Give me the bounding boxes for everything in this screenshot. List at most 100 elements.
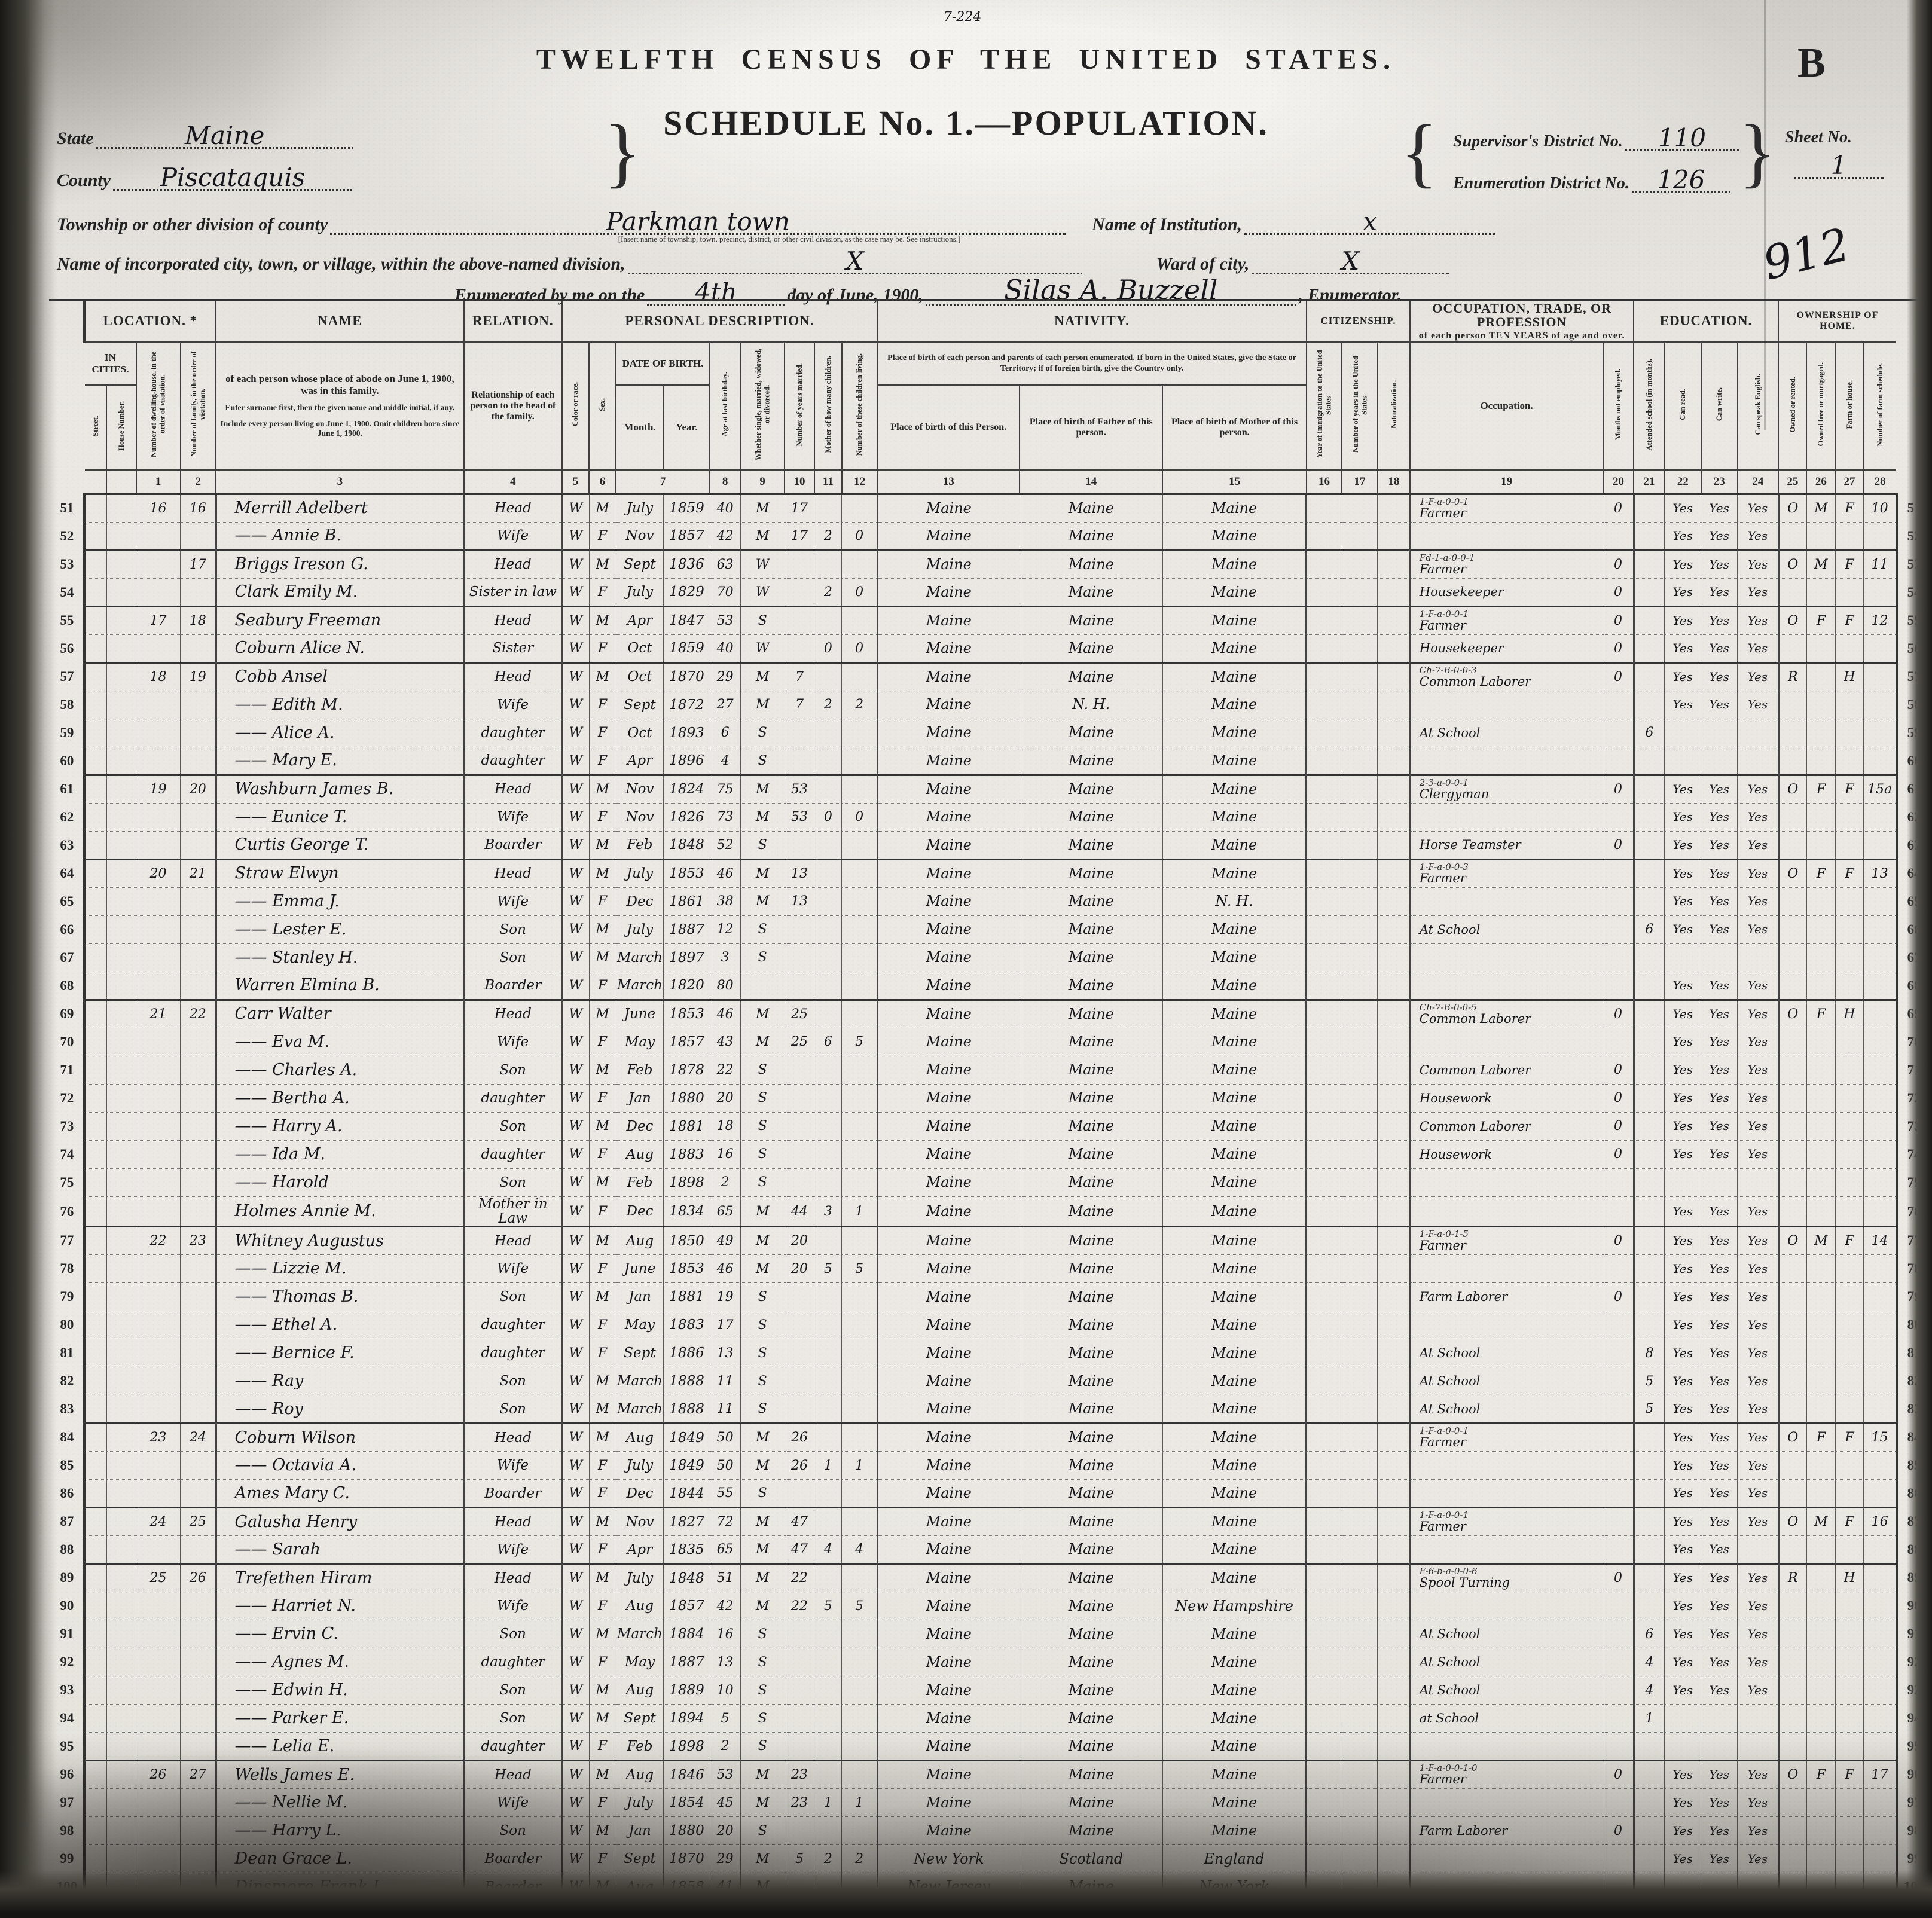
table-row: 82 —— Ray Son W M March 1888 11 S Maine Maine Maine… bbox=[50, 1367, 1931, 1395]
cell-age: 55 bbox=[709, 1479, 741, 1508]
cell-s: M bbox=[588, 494, 616, 523]
row-number-left: 92 bbox=[60, 1654, 74, 1670]
cell-m: S bbox=[740, 1816, 785, 1845]
cell-en bbox=[1737, 943, 1779, 972]
cell-sch bbox=[1632, 972, 1665, 1000]
cell-bp: Maine bbox=[876, 606, 1020, 635]
cell-mort bbox=[1806, 1367, 1836, 1395]
cell-rel: Head bbox=[463, 775, 563, 804]
cell-street bbox=[83, 1339, 107, 1367]
cell-bp: Maine bbox=[876, 831, 1020, 860]
cell-ym: 23 bbox=[784, 1788, 815, 1817]
cell-s: F bbox=[588, 1254, 616, 1283]
cell-yus bbox=[1341, 1873, 1378, 1901]
cell-fh: H bbox=[1835, 1563, 1864, 1592]
cell-fh bbox=[1835, 1873, 1864, 1901]
cell-c: W bbox=[561, 887, 590, 916]
row-number-left: 70 bbox=[60, 1034, 74, 1049]
cell-own bbox=[1777, 1844, 1807, 1873]
cell-yr: 1878 bbox=[663, 1056, 710, 1085]
cell-yi bbox=[1305, 1423, 1342, 1452]
cell-dw bbox=[136, 887, 181, 916]
cell-m: S bbox=[740, 915, 785, 944]
cell-bp: Maine bbox=[876, 1648, 1020, 1676]
row-number-left: 95 bbox=[60, 1739, 74, 1754]
cell-mort: M bbox=[1806, 494, 1836, 523]
cell-occ: Housekeeper bbox=[1409, 578, 1604, 607]
cell-fh bbox=[1835, 1535, 1864, 1564]
cell-s: F bbox=[588, 522, 616, 551]
cell-en: Yes bbox=[1737, 1451, 1779, 1480]
cell-dw bbox=[136, 1844, 181, 1873]
cell-mc bbox=[814, 1423, 843, 1452]
cell-fs bbox=[1863, 1873, 1899, 1901]
cell-fam bbox=[180, 1254, 216, 1283]
cell-nat bbox=[1377, 1704, 1411, 1733]
cell-sch bbox=[1632, 1196, 1665, 1227]
cell-fh: F bbox=[1835, 494, 1864, 523]
cell-mort bbox=[1806, 1140, 1836, 1169]
row-number-right: 57 bbox=[1907, 668, 1921, 684]
cell-occ: 1-F-a-0-0-1 Farmer bbox=[1409, 1423, 1604, 1452]
cell-mc: 2 bbox=[814, 522, 843, 551]
cell-cl bbox=[841, 943, 878, 972]
cell-mne: 0 bbox=[1603, 1226, 1634, 1255]
cell-yr: 1870 bbox=[663, 662, 710, 691]
cell-dw bbox=[136, 1676, 181, 1705]
cell-m: M bbox=[740, 1760, 785, 1789]
cell-occ: Farm Laborer bbox=[1409, 1282, 1604, 1311]
cell-s: M bbox=[588, 1816, 616, 1845]
cell-occ bbox=[1409, 803, 1604, 832]
cell-m: W bbox=[740, 634, 785, 663]
cell-sch bbox=[1632, 1311, 1665, 1339]
row-number-right: 68 bbox=[1907, 978, 1921, 993]
cell-own: O bbox=[1777, 859, 1807, 888]
form-number: 7-224 bbox=[944, 10, 982, 25]
cell-occ bbox=[1409, 887, 1604, 916]
cell-house bbox=[106, 1140, 137, 1169]
table-row: 64 20 21 Straw Elwyn Head W M July 1853 46 M 13 Main… bbox=[50, 859, 1931, 888]
cell-mc: 5 bbox=[814, 1592, 843, 1620]
cell-mo: March bbox=[615, 1620, 664, 1648]
cell-own bbox=[1777, 1648, 1807, 1676]
cell-bp: Maine bbox=[876, 803, 1020, 832]
cell-bp: Maine bbox=[876, 1451, 1020, 1480]
cell-rd: Yes bbox=[1664, 775, 1702, 804]
cell-dw bbox=[136, 1056, 181, 1085]
section-ownership: OWNERSHIP OF HOME. bbox=[1778, 299, 1898, 343]
cell-nat bbox=[1377, 859, 1411, 888]
cell-en: Yes bbox=[1737, 1844, 1779, 1873]
cell-m: S bbox=[740, 1056, 785, 1085]
cell-mort bbox=[1806, 1620, 1836, 1648]
cell-fs bbox=[1863, 1311, 1899, 1339]
row-number-left: 78 bbox=[60, 1261, 74, 1276]
header-family-number: Number of family, in the order of visita… bbox=[179, 341, 216, 471]
cell-fh bbox=[1835, 578, 1864, 607]
cell-c: W bbox=[561, 1339, 590, 1367]
cell-nat bbox=[1377, 1168, 1411, 1197]
cell-fs bbox=[1863, 1479, 1899, 1508]
cell-yi bbox=[1305, 803, 1342, 832]
cell-rd: Yes bbox=[1664, 1423, 1702, 1452]
cell-name: —— Bernice F. bbox=[215, 1339, 465, 1367]
cell-yus bbox=[1341, 1451, 1378, 1480]
cell-fh bbox=[1835, 1028, 1864, 1056]
cell-sch bbox=[1632, 1592, 1665, 1620]
cell-s: M bbox=[588, 1395, 616, 1424]
cell-s: M bbox=[588, 1056, 616, 1085]
row-number-right: 98 bbox=[1907, 1823, 1921, 1838]
cell-mc: 5 bbox=[814, 1254, 843, 1283]
cell-mne bbox=[1603, 1311, 1634, 1339]
cell-yus bbox=[1341, 775, 1378, 804]
census-table: LOCATION. * NAME RELATION. PERSONAL DESC… bbox=[49, 298, 1932, 1902]
cell-rel: daughter bbox=[463, 719, 563, 747]
row-number-left: 74 bbox=[60, 1146, 74, 1162]
cell-rd: Yes bbox=[1664, 1620, 1702, 1648]
cell-own: O bbox=[1777, 606, 1807, 635]
cell-cl bbox=[841, 1423, 878, 1452]
cell-yi bbox=[1305, 1367, 1342, 1395]
page-title: TWELFTH CENSUS OF THE UNITED STATES. bbox=[536, 44, 1396, 75]
cell-wr: Yes bbox=[1701, 1395, 1738, 1424]
sheet-no-value-wrap: 1 bbox=[1794, 153, 1884, 179]
cell-mc bbox=[814, 1620, 843, 1648]
